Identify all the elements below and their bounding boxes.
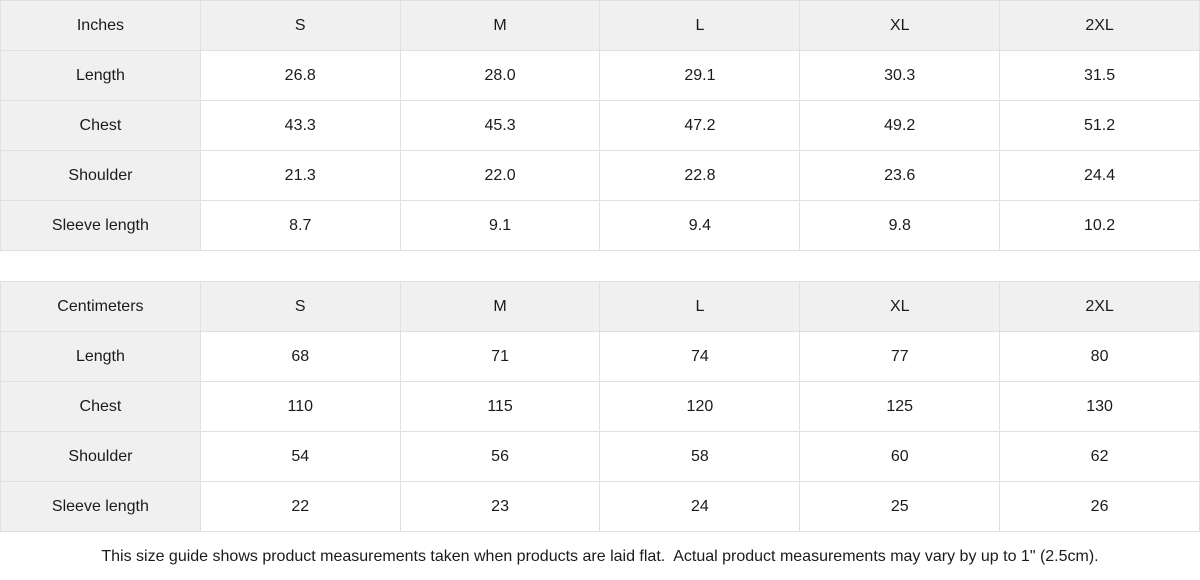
size-col-header-l: L (599, 0, 801, 51)
value-cell: 125 (799, 381, 1001, 432)
row-label: Chest (0, 100, 201, 151)
value-cell: 115 (399, 381, 601, 432)
row-label: Sleeve length (0, 481, 201, 532)
centimeters-header-row: Centimeters S M L XL 2XL (0, 281, 1200, 332)
value-cell: 21.3 (199, 150, 401, 201)
size-col-header-m: M (399, 281, 601, 332)
row-label: Shoulder (0, 431, 201, 482)
footer-note: This size guide shows product measuremen… (0, 532, 1200, 580)
value-cell: 54 (199, 431, 401, 482)
row-label: Shoulder (0, 150, 201, 201)
value-cell: 62 (999, 431, 1200, 482)
value-cell: 22 (199, 481, 401, 532)
size-table-inches: Inches S M L XL 2XL Length 26.8 28.0 29.… (0, 0, 1200, 251)
value-cell: 22.0 (399, 150, 601, 201)
value-cell: 8.7 (199, 200, 401, 251)
table-row-chest: Chest 110 115 120 125 130 (0, 381, 1200, 432)
table-row-length: Length 68 71 74 77 80 (0, 331, 1200, 382)
value-cell: 51.2 (999, 100, 1200, 151)
value-cell: 9.4 (599, 200, 801, 251)
table-row-shoulder: Shoulder 54 56 58 60 62 (0, 431, 1200, 482)
value-cell: 43.3 (199, 100, 401, 151)
value-cell: 10.2 (999, 200, 1200, 251)
size-col-header-s: S (199, 0, 401, 51)
table-row-length: Length 26.8 28.0 29.1 30.3 31.5 (0, 50, 1200, 101)
value-cell: 56 (399, 431, 601, 482)
value-cell: 130 (999, 381, 1200, 432)
row-label: Sleeve length (0, 200, 201, 251)
value-cell: 45.3 (399, 100, 601, 151)
size-col-header-2xl: 2XL (999, 0, 1200, 51)
value-cell: 71 (399, 331, 601, 382)
value-cell: 77 (799, 331, 1001, 382)
tables-spacer (0, 251, 1200, 281)
value-cell: 49.2 (799, 100, 1001, 151)
size-col-header-l: L (599, 281, 801, 332)
value-cell: 60 (799, 431, 1001, 482)
value-cell: 29.1 (599, 50, 801, 101)
value-cell: 26 (999, 481, 1200, 532)
size-col-header-xl: XL (799, 0, 1001, 51)
value-cell: 23.6 (799, 150, 1001, 201)
value-cell: 9.1 (399, 200, 601, 251)
value-cell: 47.2 (599, 100, 801, 151)
value-cell: 24.4 (999, 150, 1200, 201)
unit-header-inches: Inches (0, 0, 201, 51)
value-cell: 23 (399, 481, 601, 532)
table-row-shoulder: Shoulder 21.3 22.0 22.8 23.6 24.4 (0, 150, 1200, 201)
value-cell: 58 (599, 431, 801, 482)
value-cell: 80 (999, 331, 1200, 382)
value-cell: 9.8 (799, 200, 1001, 251)
value-cell: 31.5 (999, 50, 1200, 101)
row-label: Chest (0, 381, 201, 432)
table-row-sleeve-length: Sleeve length 8.7 9.1 9.4 9.8 10.2 (0, 200, 1200, 251)
value-cell: 28.0 (399, 50, 601, 101)
size-table-centimeters: Centimeters S M L XL 2XL Length 68 71 74… (0, 281, 1200, 532)
row-label: Length (0, 50, 201, 101)
value-cell: 120 (599, 381, 801, 432)
value-cell: 30.3 (799, 50, 1001, 101)
size-col-header-m: M (399, 0, 601, 51)
row-label: Length (0, 331, 201, 382)
value-cell: 22.8 (599, 150, 801, 201)
value-cell: 110 (199, 381, 401, 432)
value-cell: 25 (799, 481, 1001, 532)
value-cell: 74 (599, 331, 801, 382)
value-cell: 24 (599, 481, 801, 532)
size-col-header-s: S (199, 281, 401, 332)
table-row-chest: Chest 43.3 45.3 47.2 49.2 51.2 (0, 100, 1200, 151)
value-cell: 68 (199, 331, 401, 382)
table-row-sleeve-length: Sleeve length 22 23 24 25 26 (0, 481, 1200, 532)
size-col-header-xl: XL (799, 281, 1001, 332)
unit-header-centimeters: Centimeters (0, 281, 201, 332)
size-col-header-2xl: 2XL (999, 281, 1200, 332)
inches-header-row: Inches S M L XL 2XL (0, 0, 1200, 51)
value-cell: 26.8 (199, 50, 401, 101)
